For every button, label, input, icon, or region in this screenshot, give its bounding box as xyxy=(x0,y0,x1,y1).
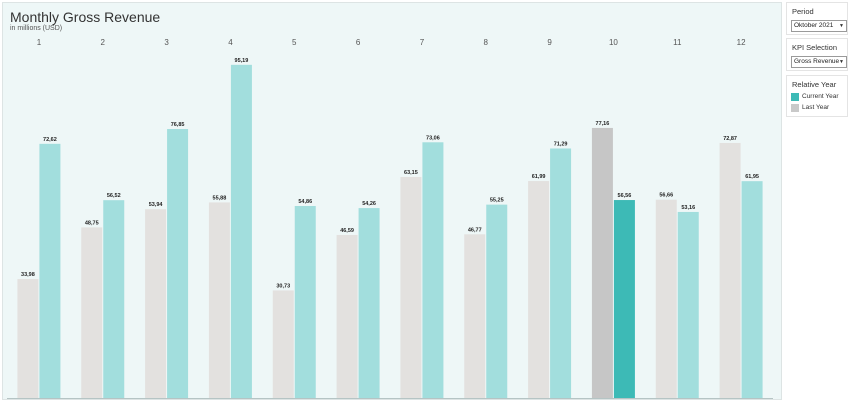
kpi-dropdown[interactable]: Gross Revenue ▼ xyxy=(791,56,847,68)
bar-last-year-6[interactable] xyxy=(336,234,358,398)
bar-current-year-11[interactable] xyxy=(677,211,699,398)
bar-current-year-7[interactable] xyxy=(422,142,444,398)
bar-current-year-5[interactable] xyxy=(294,205,316,398)
month-label-5: 5 xyxy=(292,38,297,47)
bar-last-year-8[interactable] xyxy=(464,234,486,398)
period-heading: Period xyxy=(792,7,814,16)
value-label-last-year-5: 30,73 xyxy=(276,283,290,289)
bar-last-year-7[interactable] xyxy=(400,176,422,398)
chevron-down-icon: ▼ xyxy=(839,59,844,65)
period-filter-card: Period Oktober 2021 ▼ xyxy=(786,2,848,35)
current-year-swatch xyxy=(791,93,799,101)
value-label-current-year-6: 54,26 xyxy=(362,201,376,207)
value-label-last-year-11: 56,66 xyxy=(659,193,673,199)
value-label-last-year-10: 77,16 xyxy=(596,121,610,127)
month-label-9: 9 xyxy=(547,38,552,47)
chart-panel: Monthly Gross Revenue in millions (USD) … xyxy=(2,2,782,400)
value-label-last-year-7: 63,15 xyxy=(404,170,418,176)
chart-title: Monthly Gross Revenue xyxy=(10,9,161,25)
chart-subtitle: in millions (USD) xyxy=(10,25,63,32)
month-label-8: 8 xyxy=(484,38,489,47)
legend-label-current-year: Current Year xyxy=(802,93,839,100)
value-label-last-year-9: 61,99 xyxy=(532,174,546,180)
bar-last-year-4[interactable] xyxy=(208,202,230,398)
value-label-last-year-2: 48,75 xyxy=(85,220,99,226)
value-label-current-year-3: 76,85 xyxy=(171,122,185,128)
month-label-2: 2 xyxy=(101,38,106,47)
last-year-swatch xyxy=(791,104,799,112)
bar-last-year-2[interactable] xyxy=(81,227,103,398)
month-label-3: 3 xyxy=(164,38,169,47)
chevron-down-icon: ▼ xyxy=(839,23,844,29)
period-selected-value: Oktober 2021 xyxy=(794,22,834,29)
bar-last-year-1[interactable] xyxy=(17,279,39,398)
bar-current-year-9[interactable] xyxy=(550,148,572,398)
value-label-current-year-5: 54,86 xyxy=(298,199,312,205)
bar-last-year-10[interactable] xyxy=(591,127,613,398)
bar-current-year-6[interactable] xyxy=(358,208,380,398)
bar-current-year-4[interactable] xyxy=(230,64,252,399)
value-label-current-year-1: 72,62 xyxy=(43,137,57,143)
kpi-filter-card: KPI Selection Gross Revenue ▼ xyxy=(786,38,848,71)
legend-card: Relative Year Current Year Last Year xyxy=(786,75,848,117)
bar-current-year-12[interactable] xyxy=(741,181,763,398)
legend-heading: Relative Year xyxy=(792,80,837,89)
value-label-current-year-7: 73,06 xyxy=(426,135,440,141)
value-label-last-year-12: 72,87 xyxy=(723,136,737,142)
value-label-last-year-1: 33,98 xyxy=(21,272,35,278)
value-label-current-year-9: 71,29 xyxy=(554,141,568,147)
legend-label-last-year: Last Year xyxy=(802,104,830,111)
bar-current-year-3[interactable] xyxy=(167,129,189,398)
bar-current-year-10[interactable] xyxy=(613,200,635,398)
bar-last-year-5[interactable] xyxy=(272,290,294,398)
value-label-current-year-11: 53,16 xyxy=(681,205,695,211)
bar-current-year-1[interactable] xyxy=(39,143,61,398)
kpi-heading: KPI Selection xyxy=(792,43,838,52)
legend-item-current-year[interactable]: Current Year xyxy=(791,92,849,102)
month-label-1: 1 xyxy=(37,38,42,47)
month-label-10: 10 xyxy=(609,38,618,47)
bar-last-year-11[interactable] xyxy=(655,199,677,398)
period-dropdown[interactable]: Oktober 2021 ▼ xyxy=(791,20,847,32)
month-label-4: 4 xyxy=(228,38,233,47)
bar-current-year-2[interactable] xyxy=(103,200,125,398)
month-label-6: 6 xyxy=(356,38,361,47)
bar-chart: 1 33,98 72,62 2 48,75 56,52 3 53,94 76,85 4 55,88 9… xyxy=(7,38,773,399)
bar-last-year-12[interactable] xyxy=(719,142,741,398)
month-label-7: 7 xyxy=(420,38,425,47)
value-label-current-year-8: 55,25 xyxy=(490,198,504,204)
bar-last-year-9[interactable] xyxy=(528,181,550,398)
bar-current-year-8[interactable] xyxy=(486,204,508,398)
value-label-last-year-4: 55,88 xyxy=(213,195,227,201)
legend-item-last-year[interactable]: Last Year xyxy=(791,103,849,113)
filter-sidebar: Period Oktober 2021 ▼ KPI Selection Gros… xyxy=(784,0,850,404)
kpi-selected-value: Gross Revenue xyxy=(794,58,840,65)
value-label-current-year-4: 95,19 xyxy=(235,58,249,64)
month-label-12: 12 xyxy=(737,38,746,47)
value-label-last-year-3: 53,94 xyxy=(149,202,164,208)
value-label-last-year-8: 46,77 xyxy=(468,227,482,233)
value-label-last-year-6: 46,59 xyxy=(340,228,354,234)
month-label-11: 11 xyxy=(673,38,682,47)
value-label-current-year-10: 56,56 xyxy=(618,193,632,199)
value-label-current-year-2: 56,52 xyxy=(107,193,121,199)
bar-last-year-3[interactable] xyxy=(145,209,167,398)
value-label-current-year-12: 61,95 xyxy=(745,174,759,180)
